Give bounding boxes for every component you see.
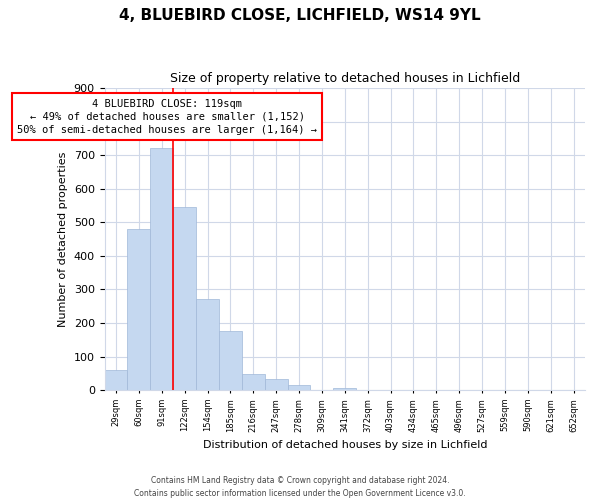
Bar: [242, 374, 265, 390]
Bar: [265, 378, 287, 390]
Text: Contains HM Land Registry data © Crown copyright and database right 2024.
Contai: Contains HM Land Registry data © Crown c…: [134, 476, 466, 498]
Text: 4, BLUEBIRD CLOSE, LICHFIELD, WS14 9YL: 4, BLUEBIRD CLOSE, LICHFIELD, WS14 9YL: [119, 8, 481, 22]
Bar: [127, 229, 151, 390]
Bar: [219, 332, 242, 390]
Bar: [334, 388, 356, 390]
Title: Size of property relative to detached houses in Lichfield: Size of property relative to detached ho…: [170, 72, 520, 86]
Text: 4 BLUEBIRD CLOSE: 119sqm
← 49% of detached houses are smaller (1,152)
50% of sem: 4 BLUEBIRD CLOSE: 119sqm ← 49% of detach…: [17, 98, 317, 135]
Y-axis label: Number of detached properties: Number of detached properties: [58, 152, 68, 327]
Bar: [196, 299, 219, 390]
Bar: [104, 370, 127, 390]
Bar: [173, 207, 196, 390]
X-axis label: Distribution of detached houses by size in Lichfield: Distribution of detached houses by size …: [203, 440, 487, 450]
Bar: [287, 385, 310, 390]
Bar: [151, 148, 173, 390]
